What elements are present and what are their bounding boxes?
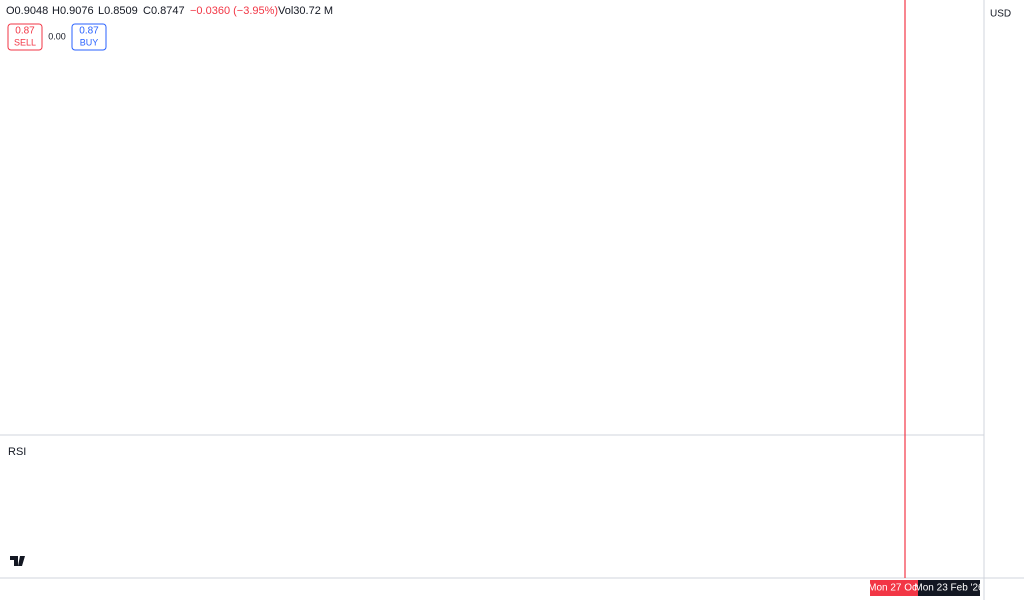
sell-label: SELL [14,37,36,47]
rsi-title: RSI [8,446,26,458]
logo [10,556,25,566]
sell-price: 0.87 [15,26,35,37]
ohlc-change: −0.0360 (−3.95%) [190,5,278,17]
trade-buttons[interactable]: 0.87 SELL 0.00 0.87 BUY [7,23,107,51]
volume: Vol30.72 M [278,5,333,17]
ohlc-open: O0.9048 [6,5,48,17]
header: O0.9048 H0.9076 L0.8509 C0.8747 −0.0360 … [6,5,1011,20]
buy-button[interactable] [71,23,107,51]
ohlc-close: C0.8747 [143,5,185,17]
tv-logo [10,556,25,566]
ohlc-low: L0.8509 [98,5,138,17]
crosshair-date-tag [870,580,918,596]
currency: USD [990,9,1011,20]
sell-button[interactable] [7,23,43,51]
buy-price: 0.87 [79,26,99,37]
last-date: Mon 23 Feb '26 [914,583,984,594]
crosshair-date: Mon 27 Oct [868,583,920,594]
ohlc-high: H0.9076 [52,5,94,17]
buy-label: BUY [80,37,99,47]
spread: 0.00 [48,31,66,41]
last-date-tag [918,580,980,596]
